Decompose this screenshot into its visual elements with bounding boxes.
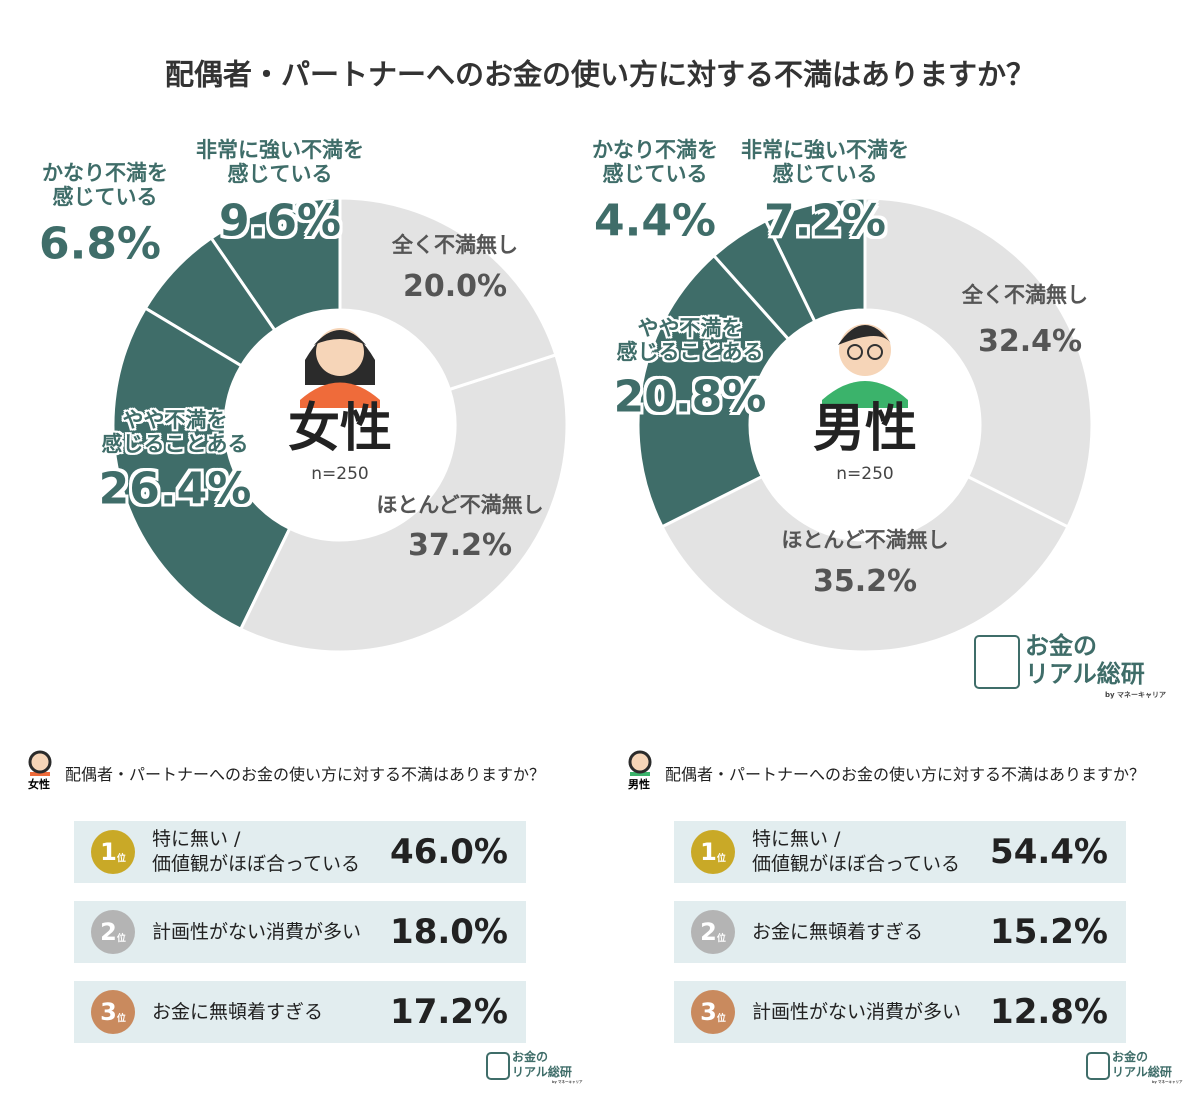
logo-line1: お金の bbox=[1112, 1050, 1149, 1064]
value-label: 20.8% bbox=[613, 371, 767, 423]
rank-value: 18.0% bbox=[390, 912, 508, 952]
rank-unit: 位 bbox=[116, 933, 126, 944]
question: 配偶者・パートナーへのお金の使い方に対する不満はありますか？ bbox=[665, 765, 1146, 784]
rank-unit: 位 bbox=[716, 853, 726, 864]
rank-value: 54.4% bbox=[990, 832, 1108, 872]
rank-value: 12.8% bbox=[990, 992, 1108, 1032]
rank-number: 1 bbox=[700, 838, 717, 866]
wedge bbox=[143, 235, 277, 368]
gender-tag: 男性 bbox=[628, 778, 650, 791]
rank-label: 計画性がない消費が多い bbox=[752, 1000, 962, 1023]
rank-unit: 位 bbox=[716, 1013, 726, 1024]
rank-item: 2 位計画性がない消費が多い 18.0% bbox=[74, 901, 526, 963]
value-label: 7.2% bbox=[763, 195, 887, 247]
value-label: 35.2% bbox=[812, 563, 918, 599]
wedge bbox=[238, 352, 569, 654]
rank-item: 3 位お金に無頓着すぎる 17.2% bbox=[74, 981, 526, 1043]
slice-label: ほとんど不満無し bbox=[376, 492, 544, 517]
gender-icon-body bbox=[630, 772, 650, 776]
slice-label: 非常に強い不満を 感じている bbox=[741, 137, 909, 186]
female-icon bbox=[300, 328, 380, 408]
rank-label: お金に無頓着すぎる bbox=[752, 920, 924, 943]
slice-label: かなり不満を 感じている bbox=[42, 160, 168, 209]
value-label: 6.8% bbox=[38, 218, 162, 270]
wedge bbox=[660, 474, 1070, 654]
rank-number: 2 bbox=[100, 918, 117, 946]
rank-unit: 位 bbox=[116, 1013, 126, 1024]
wedge bbox=[111, 306, 292, 632]
gender-icon-body bbox=[30, 772, 50, 776]
rank-item: 1 位特に無い / 価値観がほぼ合っている 46.0% bbox=[74, 821, 526, 883]
value-label: 37.2% bbox=[407, 527, 513, 563]
rank-number: 2 bbox=[700, 918, 717, 946]
rank-number: 3 bbox=[100, 998, 117, 1026]
value-label: 4.4% bbox=[593, 195, 717, 247]
sample-size: n=250 bbox=[311, 464, 369, 485]
gender-tag: 女性 bbox=[28, 778, 50, 791]
logo-icon bbox=[486, 1052, 510, 1080]
sample-size: n=250 bbox=[836, 464, 894, 485]
value-label: 9.6% bbox=[218, 195, 342, 247]
logo-byline: by マネーキャリア bbox=[552, 1080, 583, 1084]
gender-icon bbox=[628, 750, 652, 774]
gender-icon bbox=[28, 750, 52, 774]
rank-value: 15.2% bbox=[990, 912, 1108, 952]
rank-label: 特に無い / 価値観がほぼ合っている bbox=[752, 828, 961, 875]
rank-item: 2 位お金に無頓着すぎる 15.2% bbox=[674, 901, 1126, 963]
rank-number: 1 bbox=[100, 838, 117, 866]
value-label: 26.4% bbox=[98, 463, 252, 515]
logo-icon bbox=[1086, 1052, 1110, 1080]
slice-label: 全く不満無し bbox=[392, 232, 518, 257]
rank-label: お金に無頓着すぎる bbox=[152, 1000, 324, 1023]
rank-number: 3 bbox=[700, 998, 717, 1026]
rank-label: 特に無い / 価値観がほぼ合っている bbox=[152, 828, 361, 875]
male-icon bbox=[822, 324, 908, 408]
question: 配偶者・パートナーへのお金の使い方に対する不満はありますか？ bbox=[65, 765, 546, 784]
center-label: 男性 bbox=[812, 399, 918, 460]
slice-label: ほとんど不満無し bbox=[781, 527, 949, 552]
logo-byline: by マネーキャリア bbox=[1152, 1080, 1183, 1084]
logo-line1: お金の bbox=[512, 1050, 549, 1064]
rank-unit: 位 bbox=[716, 933, 726, 944]
center-label: 女性 bbox=[287, 399, 393, 460]
logo-line2: リアル総研 bbox=[1025, 660, 1145, 688]
rank-item: 3 位計画性がない消費が多い 12.8% bbox=[674, 981, 1126, 1043]
value-label: 20.0% bbox=[402, 268, 508, 304]
value-label: 32.4% bbox=[977, 323, 1083, 359]
wedge bbox=[863, 196, 1094, 529]
logo-line1: お金の bbox=[1025, 632, 1097, 660]
logo-icon bbox=[974, 635, 1020, 689]
slice-label: 非常に強い不満を 感じている bbox=[196, 137, 364, 186]
logo-line2: リアル総研 bbox=[1112, 1065, 1172, 1079]
rank-label: 計画性がない消費が多い bbox=[152, 920, 362, 943]
title: 配偶者・パートナーへのお金の使い方に対する不満はありますか？ bbox=[164, 57, 1036, 92]
wedge bbox=[636, 253, 791, 529]
wedge bbox=[711, 218, 817, 342]
slice-label: やや不満を 感じることある bbox=[616, 315, 764, 364]
wedge bbox=[338, 196, 558, 392]
slice-label: やや不満を 感じることある bbox=[101, 407, 249, 456]
rank-unit: 位 bbox=[116, 853, 126, 864]
slice-label: 全く不満無し bbox=[962, 282, 1088, 307]
rank-value: 46.0% bbox=[390, 832, 508, 872]
rank-item: 1 位特に無い / 価値観がほぼ合っている 54.4% bbox=[674, 821, 1126, 883]
logo-line2: リアル総研 bbox=[512, 1065, 572, 1079]
slice-label: かなり不満を 感じている bbox=[592, 137, 718, 186]
logo-byline: by マネーキャリア bbox=[1105, 691, 1167, 699]
rank-value: 17.2% bbox=[390, 992, 508, 1032]
